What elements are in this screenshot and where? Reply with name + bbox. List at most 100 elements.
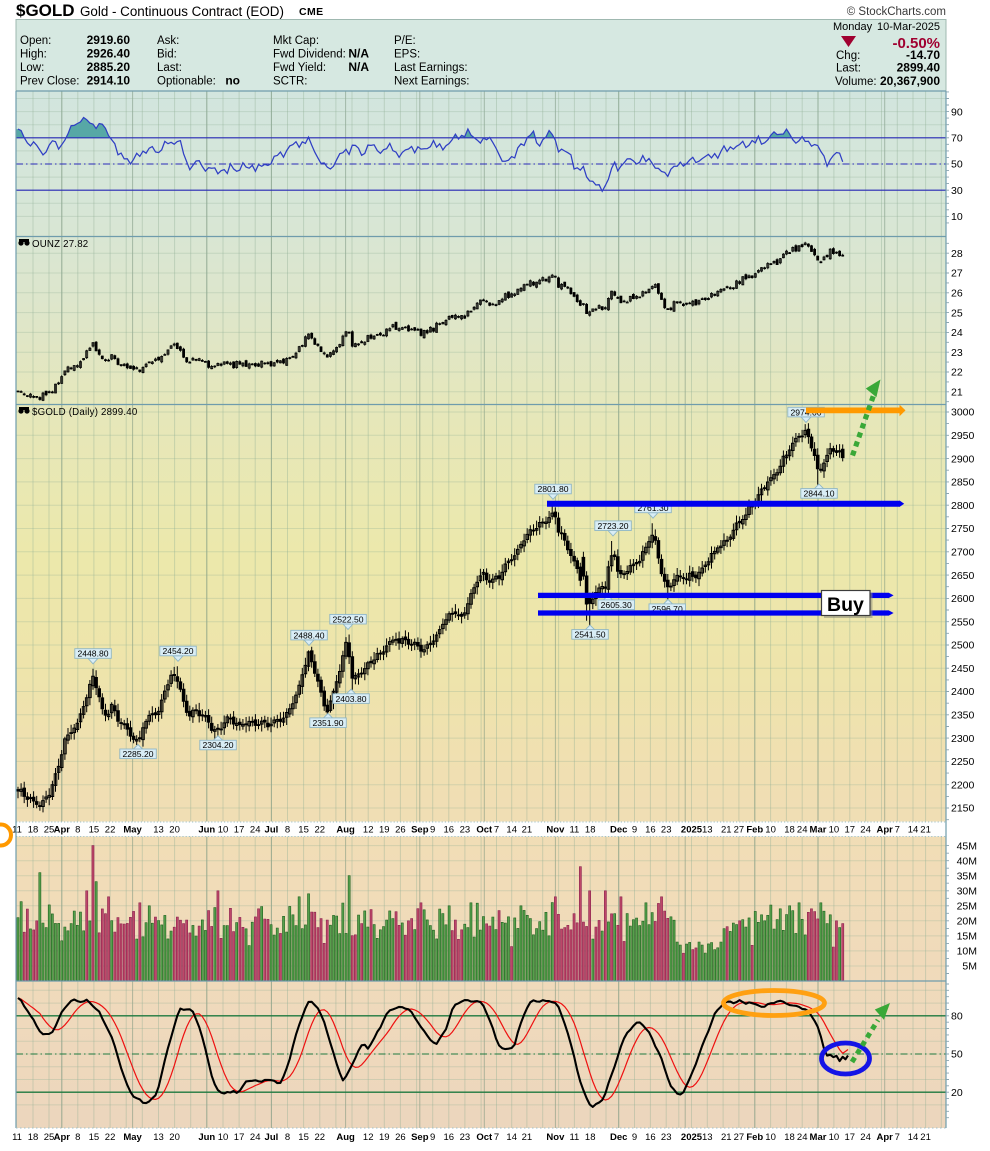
svg-text:Last Earnings:: Last Earnings: [394,62,468,74]
svg-text:2450: 2450 [951,663,975,675]
svg-text:2522.50: 2522.50 [332,614,363,624]
svg-text:50: 50 [951,159,963,171]
svg-text:10: 10 [218,825,229,836]
svg-text:Oct: Oct [476,825,493,836]
svg-text:14: 14 [506,1132,517,1143]
svg-text:24: 24 [797,825,808,836]
svg-text:High:: High: [20,49,47,61]
svg-text:10: 10 [829,1132,840,1143]
svg-text:Prev Close:: Prev Close: [20,76,79,88]
svg-text:15: 15 [298,825,309,836]
svg-text:2025: 2025 [681,825,703,836]
svg-text:80: 80 [951,1011,963,1023]
svg-text:Feb: Feb [746,825,763,836]
svg-text:21: 21 [721,825,732,836]
svg-text:10M: 10M [957,946,977,958]
svg-text:2844.10: 2844.10 [803,489,834,499]
svg-text:9: 9 [632,1132,637,1143]
svg-text:Sep: Sep [411,1132,429,1143]
svg-text:2500: 2500 [951,640,975,652]
svg-text:9: 9 [632,825,637,836]
svg-text:15M: 15M [957,931,977,943]
svg-text:23: 23 [661,1132,672,1143]
svg-text:Mkt Cap:: Mkt Cap: [273,35,319,47]
svg-text:21: 21 [522,825,533,836]
svg-text:Mar: Mar [810,1132,827,1143]
svg-text:7: 7 [494,825,499,836]
svg-text:25M: 25M [957,901,977,913]
svg-text:Apr: Apr [877,1132,894,1143]
svg-text:2488.40: 2488.40 [293,630,324,640]
svg-text:2596.70: 2596.70 [652,604,683,614]
svg-text:Jul: Jul [265,1132,279,1143]
svg-text:OUNZ 27.82: OUNZ 27.82 [32,239,88,250]
svg-text:50: 50 [951,1049,963,1061]
svg-text:2350: 2350 [951,710,975,722]
svg-text:2454.20: 2454.20 [162,646,193,656]
svg-text:Low:: Low: [20,62,44,74]
svg-text:Nov: Nov [546,1132,565,1143]
svg-text:13: 13 [702,1132,713,1143]
svg-text:40M: 40M [957,855,977,867]
svg-text:30M: 30M [957,886,977,898]
svg-text:24: 24 [797,1132,808,1143]
svg-text:26: 26 [395,825,406,836]
svg-text:Oct: Oct [476,1132,493,1143]
svg-text:5M: 5M [962,961,977,973]
svg-text:11: 11 [12,825,22,836]
svg-text:20,367,900: 20,367,900 [880,74,940,88]
svg-text:13: 13 [153,825,164,836]
svg-text:23: 23 [460,825,471,836]
svg-text:10-Mar-2025: 10-Mar-2025 [877,21,940,33]
svg-text:SCTR:: SCTR: [273,76,308,88]
svg-text:25: 25 [44,825,55,836]
svg-text:Aug: Aug [336,1132,355,1143]
svg-text:Last:: Last: [157,62,182,74]
svg-text:P/E:: P/E: [394,35,416,47]
svg-text:2025: 2025 [681,1132,703,1143]
svg-text:Volume:: Volume: [835,76,877,88]
svg-text:2403.80: 2403.80 [335,694,366,704]
svg-text:Buy: Buy [827,594,864,616]
svg-text:14: 14 [908,1132,919,1143]
svg-text:8: 8 [285,1132,290,1143]
svg-text:19: 19 [379,1132,390,1143]
svg-text:$GOLD: $GOLD [16,1,75,20]
svg-text:19: 19 [379,825,390,836]
svg-text:Bid:: Bid: [157,49,177,61]
svg-text:26: 26 [951,288,963,300]
svg-text:2899.40: 2899.40 [897,61,941,75]
svg-text:Mar: Mar [810,825,827,836]
svg-text:9: 9 [430,825,435,836]
svg-text:Dec: Dec [610,825,627,836]
svg-text:22: 22 [105,825,116,836]
svg-text:7: 7 [494,1132,499,1143]
svg-text:21: 21 [951,387,963,399]
svg-text:12: 12 [363,1132,374,1143]
svg-text:10: 10 [765,825,776,836]
svg-text:16: 16 [444,825,455,836]
svg-text:© StockCharts.com: © StockCharts.com [847,6,946,18]
svg-text:24: 24 [250,825,261,836]
svg-text:17: 17 [234,1132,245,1143]
svg-text:22: 22 [315,825,326,836]
svg-text:18: 18 [28,1132,39,1143]
svg-text:-0.50%: -0.50% [892,35,940,52]
svg-text:2750: 2750 [951,523,975,535]
svg-text:13: 13 [702,825,713,836]
svg-text:Fwd Yield:: Fwd Yield: [273,62,326,74]
svg-text:8: 8 [285,825,290,836]
svg-text:2448.80: 2448.80 [77,649,108,659]
svg-text:Aug: Aug [336,825,355,836]
svg-text:45M: 45M [957,840,977,852]
svg-text:2800: 2800 [951,500,975,512]
svg-text:15: 15 [89,1132,100,1143]
svg-text:2550: 2550 [951,616,975,628]
svg-text:Jul: Jul [265,825,279,836]
svg-text:3000: 3000 [951,407,975,419]
svg-text:10: 10 [765,1132,776,1143]
svg-text:11: 11 [569,825,579,836]
svg-text:17: 17 [845,825,856,836]
svg-text:Next Earnings:: Next Earnings: [394,76,469,88]
svg-text:11: 11 [569,1132,579,1143]
